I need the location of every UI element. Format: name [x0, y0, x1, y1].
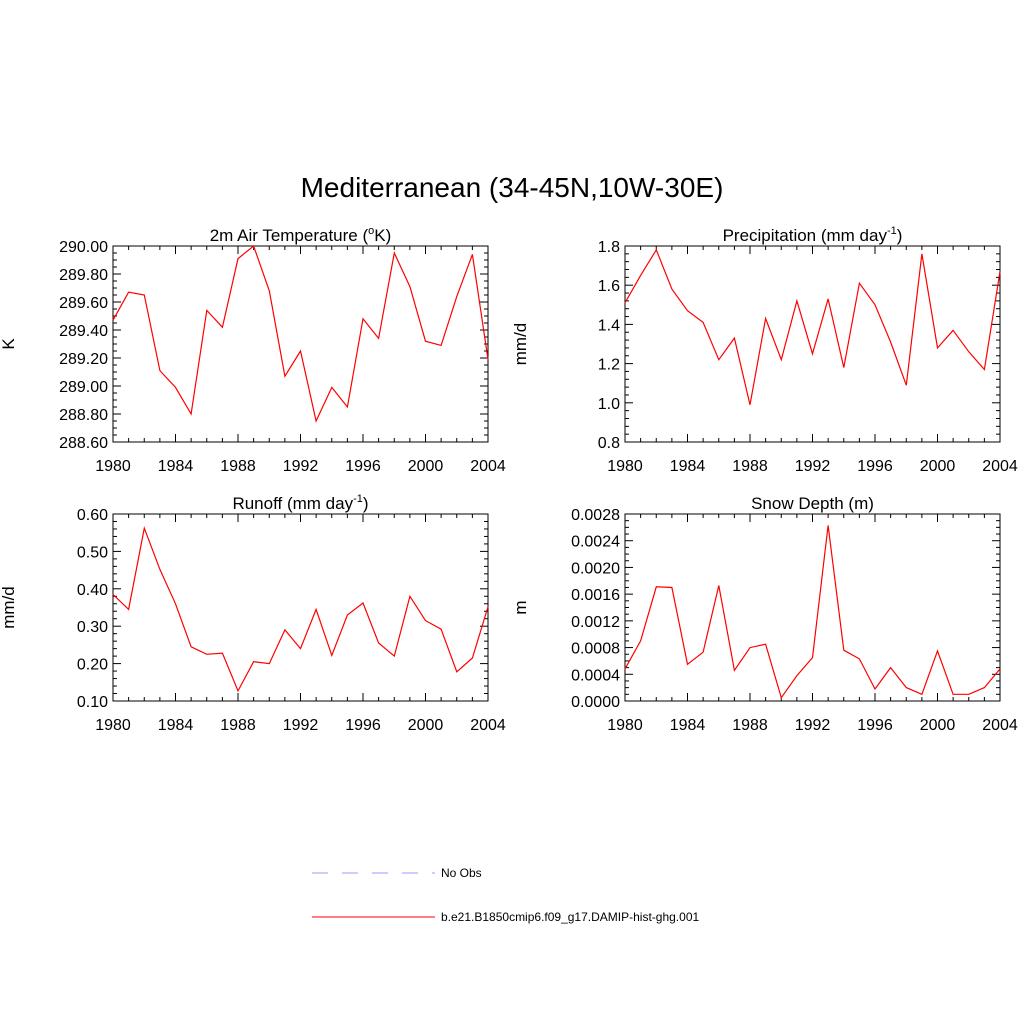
- x-tick-label: 1988: [220, 717, 256, 734]
- y-tick-label: 0.50: [77, 544, 108, 561]
- panel-title-superscript: o: [368, 225, 374, 237]
- panel-title: Runoff (mm day-1): [232, 493, 368, 513]
- x-tick-label: 2004: [470, 458, 506, 475]
- panel-title: 2m Air Temperature (oK): [210, 225, 392, 245]
- plot-frame: [624, 245, 1001, 443]
- x-tick-label: 2004: [470, 717, 506, 734]
- legend: No Obs b.e21.B1850cmip6.f09_g17.DAMIP-his…: [312, 866, 699, 924]
- y-tick-label: 1.6: [598, 278, 620, 295]
- y-axis-label: mm/d: [0, 586, 18, 629]
- series-line-1: [112, 244, 489, 423]
- series-line-1: [624, 525, 1001, 700]
- y-tick-label: 0.0012: [571, 614, 620, 631]
- panel-title-superscript: -1: [887, 225, 897, 237]
- y-tick-label: 288.80: [59, 407, 108, 424]
- panel-title-superscript: -1: [353, 493, 363, 505]
- y-tick-label: 0.30: [77, 619, 108, 636]
- y-axis-label: mm/d: [511, 323, 530, 366]
- y-tick-label: 0.20: [77, 657, 108, 674]
- panel-title: Snow Depth (m): [751, 494, 874, 513]
- legend-label: b.e21.B1850cmip6.f09_g17.DAMIP-hist-ghg.…: [441, 910, 699, 924]
- y-tick-label: 0.40: [77, 582, 108, 599]
- x-tick-label: 1984: [670, 458, 706, 475]
- panel-title-text: Precipitation (mm day: [723, 226, 888, 245]
- x-tick-label: 1996: [857, 717, 893, 734]
- y-tick-label: 0.0000: [571, 694, 620, 711]
- y-tick-label: 0.8: [598, 435, 620, 452]
- x-tick-label: 1988: [732, 717, 768, 734]
- y-tick-label: 290.00: [59, 239, 108, 256]
- y-tick-label: 0.10: [77, 694, 108, 711]
- chart-panels: 1980 1984 1988 1992 1996 2000 2004 288.60 288.80…: [0, 225, 1018, 734]
- y-tick-label: 289.00: [59, 379, 108, 396]
- x-tick-label: 1996: [345, 458, 381, 475]
- x-tick-label: 2004: [982, 458, 1018, 475]
- y-tick-label: 0.0024: [571, 534, 620, 551]
- x-tick-label: 1988: [220, 458, 256, 475]
- chart-panel-2: 1980 1984 1988 1992 1996 2000 2004 0.8 1.0 1.2 1.4…: [511, 225, 1018, 475]
- series-line-1: [624, 248, 1001, 405]
- x-tick-label: 1980: [607, 458, 643, 475]
- x-tick-label: 1996: [857, 458, 893, 475]
- x-tick-label: 2004: [982, 717, 1018, 734]
- x-tick-label: 1980: [607, 717, 643, 734]
- x-tick-label: 1984: [158, 717, 194, 734]
- x-tick-label: 2000: [920, 717, 956, 734]
- y-tick-label: 0.60: [77, 507, 108, 524]
- y-tick-label: 0.0008: [571, 641, 620, 658]
- y-tick-label: 1.4: [598, 317, 620, 334]
- panel-title: Precipitation (mm day-1): [723, 225, 903, 245]
- panel-title-text: Runoff (mm day: [232, 494, 353, 513]
- x-tick-label: 1992: [283, 458, 319, 475]
- y-tick-label: 0.0016: [571, 587, 620, 604]
- y-tick-label: 1.8: [598, 239, 620, 256]
- x-tick-label: 1992: [795, 458, 831, 475]
- x-tick-label: 1992: [283, 717, 319, 734]
- x-tick-label: 1980: [95, 717, 131, 734]
- x-tick-label: 1984: [670, 717, 706, 734]
- x-tick-label: 1996: [345, 717, 381, 734]
- x-tick-label: 2000: [920, 458, 956, 475]
- plot-frame: [112, 513, 489, 702]
- panel-title-suffix: ): [897, 226, 903, 245]
- y-tick-label: 1.2: [598, 357, 620, 374]
- x-tick-label: 2000: [408, 458, 444, 475]
- y-tick-label: 0.0004: [571, 667, 620, 684]
- figure-title: Mediterranean (34-45N,10W-30E): [300, 172, 724, 203]
- plot-frame: [624, 513, 1001, 702]
- y-tick-label: 0.0028: [571, 507, 620, 524]
- y-axis-label: K: [0, 338, 18, 350]
- x-tick-label: 1980: [95, 458, 131, 475]
- x-tick-label: 1992: [795, 717, 831, 734]
- y-tick-label: 289.60: [59, 295, 108, 312]
- chart-panel-3: 1980 1984 1988 1992 1996 2000 2004 0.10 0.20 0.30…: [0, 493, 506, 734]
- panel-title-suffix: ): [363, 494, 369, 513]
- y-tick-label: 289.20: [59, 351, 108, 368]
- plot-frame: [112, 245, 489, 443]
- legend-label: No Obs: [441, 866, 482, 880]
- x-tick-label: 1988: [732, 458, 768, 475]
- x-tick-label: 2000: [408, 717, 444, 734]
- y-tick-label: 1.0: [598, 396, 620, 413]
- series-line-1: [112, 526, 489, 693]
- panel-title-suffix: K): [374, 226, 391, 245]
- y-tick-label: 0.0020: [571, 560, 620, 577]
- y-tick-label: 289.80: [59, 267, 108, 284]
- chart-panel-1: 1980 1984 1988 1992 1996 2000 2004 288.60 288.80…: [0, 225, 506, 475]
- panel-title-text: 2m Air Temperature (: [210, 226, 369, 245]
- chart-panel-4: 1980 1984 1988 1992 1996 2000 2004 0.0000 0.0004…: [511, 494, 1018, 734]
- x-tick-label: 1984: [158, 458, 194, 475]
- panel-title-text: Snow Depth (m): [751, 494, 874, 513]
- y-axis-label: m: [511, 600, 530, 614]
- y-tick-label: 288.60: [59, 435, 108, 452]
- y-tick-label: 289.40: [59, 323, 108, 340]
